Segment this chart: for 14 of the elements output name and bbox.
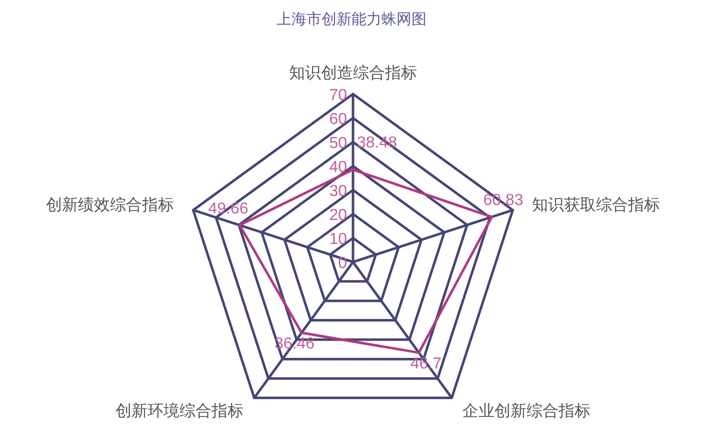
spoke-label: 企业创新综合指标 [462,402,591,420]
spoke-label: 知识获取综合指标 [532,196,660,214]
chart-title: 上海市创新能力蛛网图 [276,11,426,28]
spoke-label: 创新绩效综合指标 [46,196,174,214]
y-tick-label: 10 [329,231,348,248]
spoke-label: 创新环境综合指标 [115,402,244,420]
y-tick-label: 20 [329,207,348,224]
spoke-label: 知识创造综合指标 [289,64,417,82]
y-tick-label: 70 [329,87,348,104]
y-tick-label: 0 [338,255,348,272]
y-tick-label: 30 [329,183,348,200]
y-tick-label: 40 [329,159,348,176]
y-tick-label: 50 [329,135,348,152]
y-tick-label: 60 [329,111,348,128]
